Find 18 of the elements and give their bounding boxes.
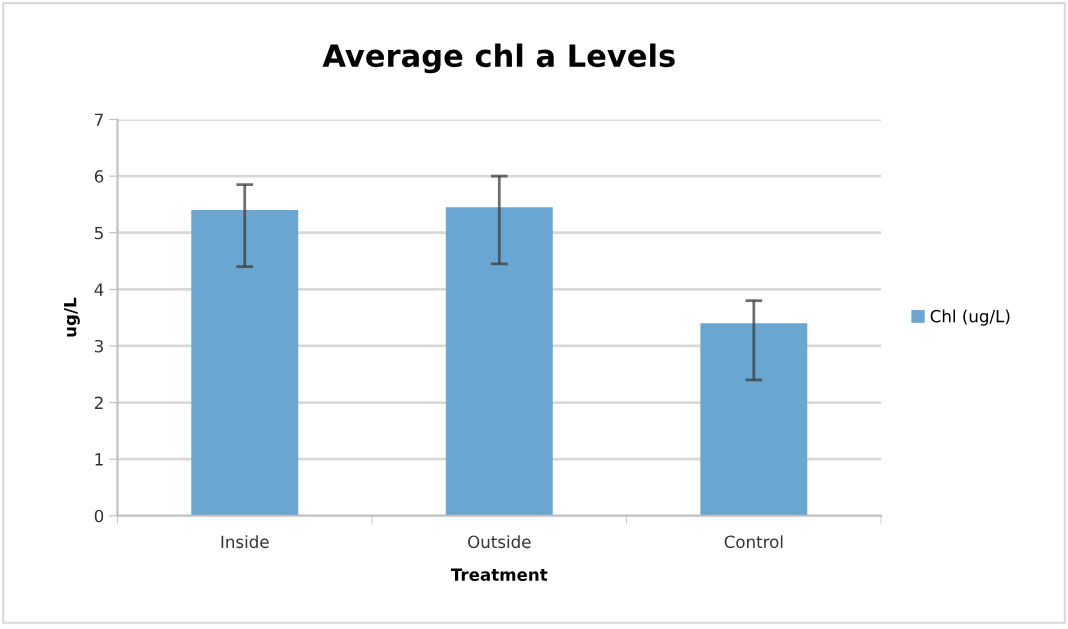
y-tick-label: 5 bbox=[94, 226, 103, 240]
legend-label: Chl (ug/L) bbox=[930, 309, 1010, 326]
y-tick-label: 6 bbox=[94, 170, 104, 183]
y-tick-label: 3 bbox=[94, 339, 103, 353]
y-tick-label: 4 bbox=[94, 283, 104, 296]
y-tick-label: 2 bbox=[94, 396, 103, 409]
y-tick-label: 7 bbox=[95, 113, 103, 126]
x-tick-label: Inside bbox=[221, 535, 269, 549]
x-axis-title: Treatment bbox=[450, 568, 548, 581]
bar bbox=[700, 323, 808, 516]
bar bbox=[191, 210, 299, 516]
x-tick-label: Control bbox=[724, 535, 783, 549]
chart-title: Average chl a Levels bbox=[322, 43, 675, 74]
y-axis-title: ug/L bbox=[64, 297, 80, 337]
bar bbox=[445, 207, 553, 516]
y-tick-label: 1 bbox=[95, 453, 103, 466]
x-tick-label: Outside bbox=[468, 535, 531, 549]
y-tick-label: 0 bbox=[94, 509, 104, 523]
